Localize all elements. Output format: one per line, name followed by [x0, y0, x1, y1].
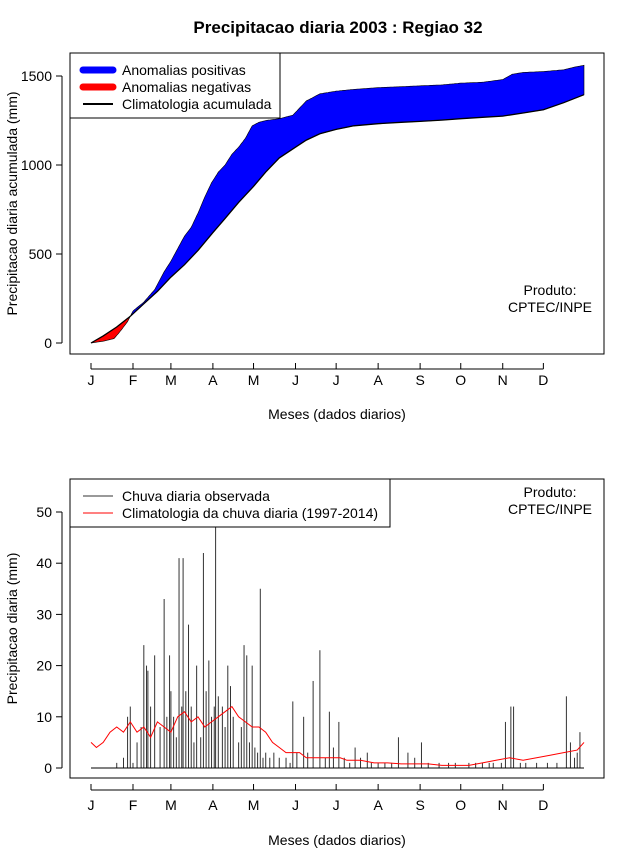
plot1-legend-label-2: Climatologia acumulada — [122, 96, 272, 112]
plot2-legend-box — [69, 478, 391, 528]
plot2-y-tick-label-20: 20 — [36, 658, 52, 674]
plot1-y-tick-label-0: 0 — [44, 335, 52, 351]
plot2-x-tick-label-10: N — [498, 797, 508, 813]
plot2-x-tick-label-11: D — [538, 797, 548, 813]
plot2-y-tick-label-40: 40 — [36, 555, 52, 571]
plot2-y-tick-label-30: 30 — [36, 606, 52, 622]
plot1-x-axis-title: Meses (dados diarios) — [268, 406, 406, 422]
plot2-x-tick-label-2: M — [165, 797, 177, 813]
plot2-y-axis-title: Precipitacao diaria (mm) — [4, 553, 20, 705]
plot1-legend-label-1: Anomalias negativas — [122, 79, 251, 95]
plot2-x-tick-label-7: A — [373, 797, 383, 813]
plot1-y-tick-label-500: 500 — [29, 246, 53, 262]
plot1-x-tick-label-0: J — [88, 372, 95, 388]
plot1-x-tick-label-11: D — [538, 372, 548, 388]
plot2-y-tick-label-50: 50 — [36, 504, 52, 520]
plot2-x-tick-label-6: J — [333, 797, 340, 813]
plot1-legend-label-0: Anomalias positivas — [122, 62, 246, 78]
plot2-x-axis-title: Meses (dados diarios) — [268, 832, 406, 848]
plot1-x-tick-label-10: N — [498, 372, 508, 388]
plot2-x-tick-label-8: S — [415, 797, 424, 813]
plot1-x-tick-label-4: M — [248, 372, 260, 388]
plot1-annotation-line2: CPTEC/INPE — [508, 299, 592, 315]
plot2-annotation-line1: Produto: — [524, 484, 577, 500]
plot2-climatology-line — [90, 705, 585, 766]
page-title: Precipitacao diaria 2003 : Regiao 32 — [193, 18, 482, 37]
plot2-x-tick-label-9: O — [455, 797, 466, 813]
plot1-x-tick-label-5: J — [292, 372, 299, 388]
plot2-x-tick-label-3: A — [208, 797, 218, 813]
plot2-legend-label-0: Chuva diaria observada — [122, 488, 270, 504]
plot2-x-tick-label-1: F — [129, 797, 138, 813]
plot2-x-tick-label-5: J — [292, 797, 299, 813]
plot2-y-tick-label-0: 0 — [44, 760, 52, 776]
plot1-x-tick-label-9: O — [455, 372, 466, 388]
plot1-x-tick-label-3: A — [208, 372, 218, 388]
plot2-legend-label-1: Climatologia da chuva diaria (1997-2014) — [122, 505, 378, 521]
plot2-x-tick-label-4: M — [248, 797, 260, 813]
plot1-y-axis-title: Precipitacao diaria acumulada (mm) — [4, 91, 20, 315]
plot1-annotation-line1: Produto: — [524, 282, 577, 298]
plot1-plot-box — [69, 52, 605, 355]
plot1-y-tick-label-1000: 1000 — [21, 157, 52, 173]
plot1-climatology-line — [90, 94, 585, 344]
plot1-x-tick-label-6: J — [333, 372, 340, 388]
plot1-x-tick-label-8: S — [415, 372, 424, 388]
plot1-x-tick-label-1: F — [129, 372, 138, 388]
plot1-y-tick-label-1500: 1500 — [21, 68, 52, 84]
plot1-x-tick-label-2: M — [165, 372, 177, 388]
plot1-x-tick-label-7: A — [373, 372, 383, 388]
plot2-annotation-line2: CPTEC/INPE — [508, 501, 592, 517]
plot2-y-tick-label-10: 10 — [36, 709, 52, 725]
plot2-x-tick-label-0: J — [88, 797, 95, 813]
